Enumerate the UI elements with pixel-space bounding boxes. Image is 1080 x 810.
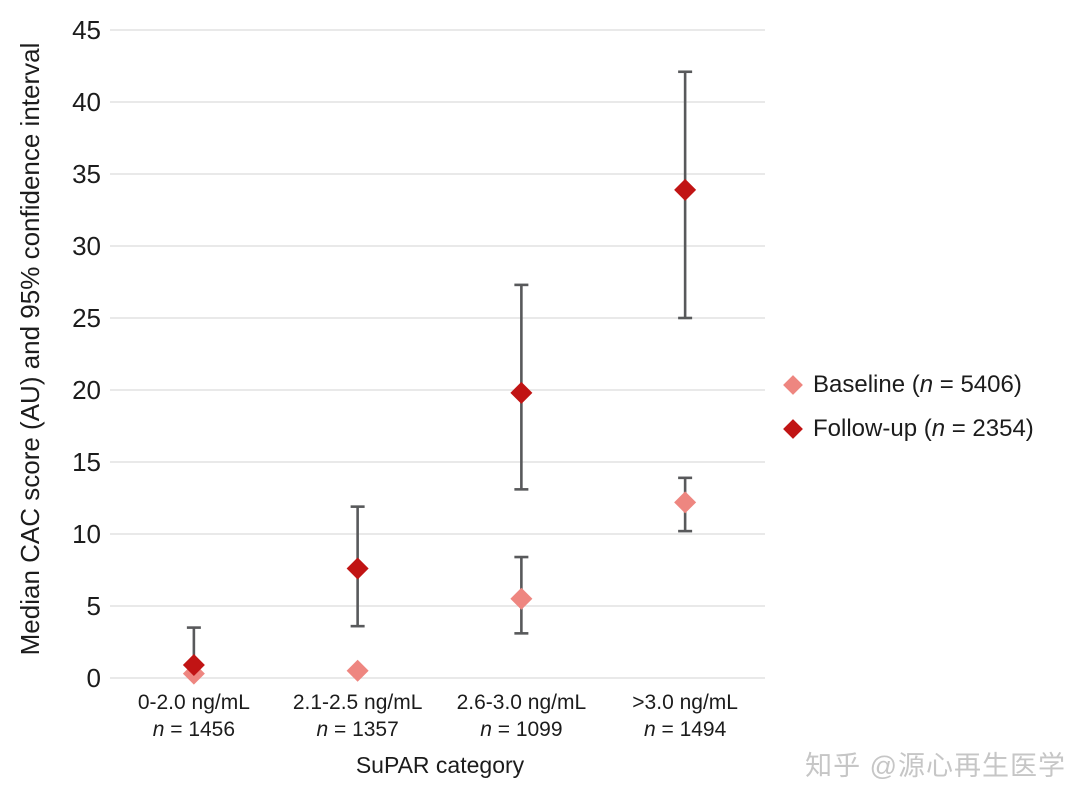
y-tick-label: 30 [72,231,101,261]
legend: Baseline (n = 5406) Follow-up (n = 2354) [783,363,1034,451]
followup-diamond-icon [783,419,803,439]
y-tick-label: 5 [87,591,101,621]
y-tick-label: 25 [72,303,101,333]
x-category-n: n = 1357 [316,718,399,741]
x-category-range: 0-2.0 ng/mL [137,691,250,714]
legend-label-followup-pre: Follow-up ( [813,415,932,442]
legend-label-followup: Follow-up (n = 2354) [813,415,1034,443]
x-category-label: 2.6-3.0 ng/mL n = 1099 [411,689,631,743]
x-category-n: n = 1099 [480,718,563,741]
x-category-n: n = 1456 [152,718,236,741]
y-tick-label: 45 [72,15,101,45]
x-category-label: 2.1-2.5 ng/mL n = 1357 [248,689,468,743]
x-category-range: 2.6-3.0 ng/mL [456,691,587,714]
legend-label-followup-post: = 2354) [945,415,1034,442]
y-tick-label: 10 [72,519,101,549]
baseline-diamond-icon [783,375,803,395]
followup-marker [346,557,369,580]
y-tick-label: 15 [72,447,101,477]
x-axis-title: SuPAR category [355,752,525,778]
x-category-range: 2.1-2.5 ng/mL [292,691,423,714]
y-tick-label: 0 [87,663,101,693]
y-tick-label: 35 [72,159,101,189]
followup-marker [510,381,533,404]
followup-marker [674,178,697,201]
legend-label-followup-n: n [931,415,946,442]
x-category-label: >3.0 ng/mL n = 1494 [575,689,795,743]
baseline-marker [510,587,533,610]
legend-label-baseline-n: n [919,371,934,398]
y-tick-label: 40 [72,87,101,117]
legend-label-baseline: Baseline (n = 5406) [813,371,1022,399]
legend-label-baseline-pre: Baseline ( [813,371,920,398]
followup-marker [182,654,205,677]
x-category-label: 0-2.0 ng/mL n = 1456 [84,689,304,743]
legend-row-baseline: Baseline (n = 5406) [783,363,1034,407]
y-tick-label: 20 [72,375,101,405]
legend-row-followup: Follow-up (n = 2354) [783,407,1034,451]
baseline-marker [674,491,697,514]
baseline-marker [346,659,369,682]
x-category-n: n = 1494 [643,718,727,741]
x-category-range: >3.0 ng/mL [632,691,738,714]
legend-label-baseline-post: = 5406) [933,371,1022,398]
watermark: 知乎 @源心再生医学 [805,751,1066,781]
